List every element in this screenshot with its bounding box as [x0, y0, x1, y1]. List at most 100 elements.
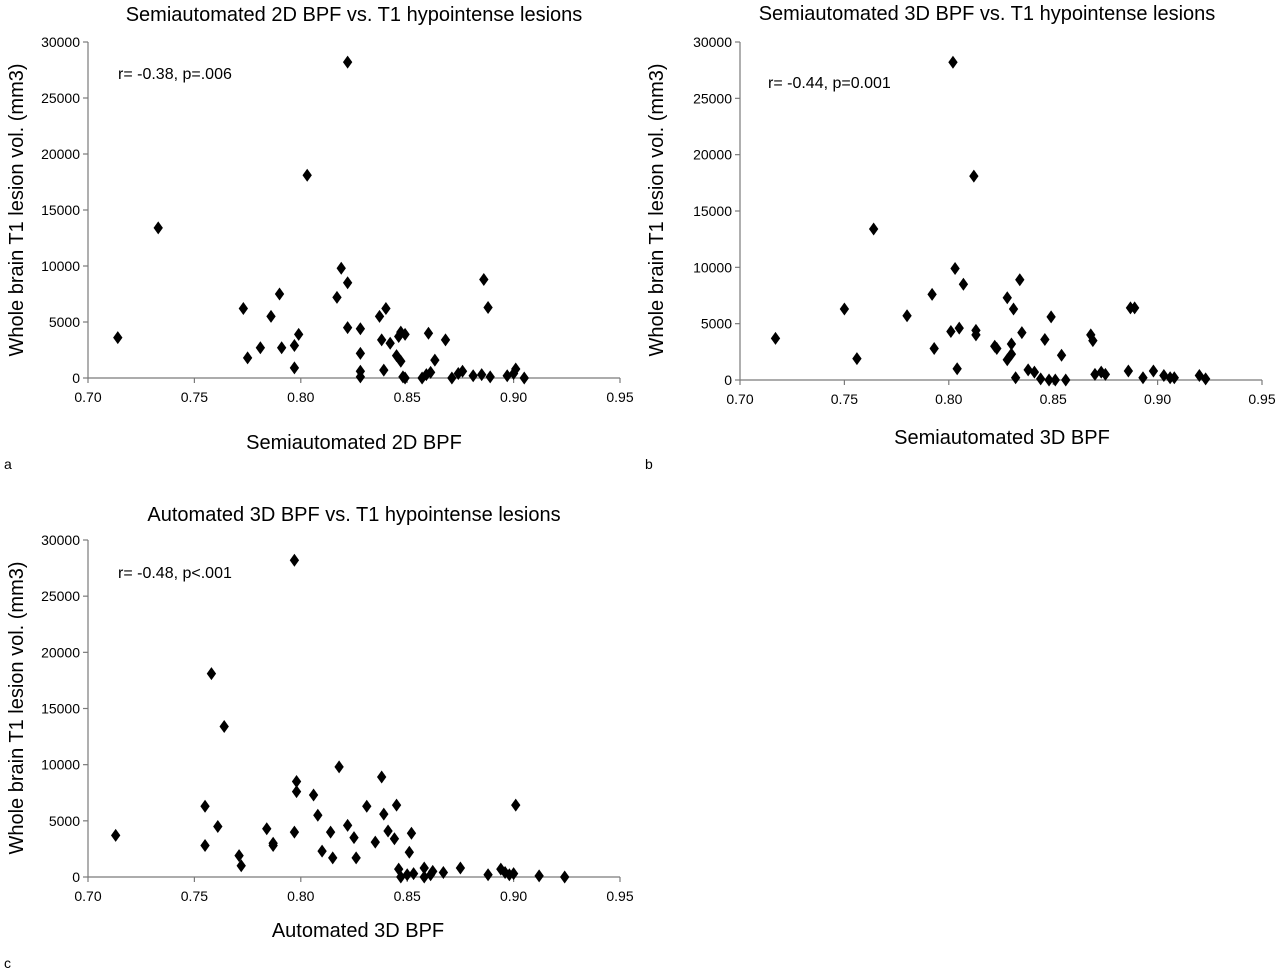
data-point [408, 867, 419, 881]
data-point [534, 869, 544, 883]
data-point [200, 799, 210, 813]
y-tick-label: 30000 [693, 34, 732, 50]
y-tick-label: 15000 [693, 203, 732, 219]
data-point [477, 368, 487, 382]
data-point [342, 55, 353, 69]
data-points-group [113, 55, 529, 385]
correlation-annotation: r= -0.48, p<.001 [118, 565, 232, 582]
data-point [355, 370, 366, 384]
data-point [328, 851, 338, 865]
data-point [255, 341, 266, 355]
x-tick-label: 0.90 [500, 389, 527, 405]
y-tick-label: 5000 [49, 314, 80, 330]
data-points-group [770, 55, 1211, 387]
correlation-annotation: r= -0.44, p=0.001 [768, 75, 891, 92]
data-point [402, 868, 412, 882]
data-point [404, 845, 415, 859]
correlation-annotation: r= -0.38, p=.006 [118, 66, 232, 83]
axes-group: 0 5000 10000 15000 20000 25000 30000 0.70 0.75 0.… [41, 532, 634, 904]
data-point [381, 302, 391, 316]
panel-letter: a [4, 456, 12, 472]
x-tick-label: 0.70 [726, 391, 753, 407]
y-tick-label: 25000 [41, 90, 80, 106]
y-tick-label: 5000 [49, 813, 80, 829]
data-point [342, 818, 353, 832]
y-axis-label: Whole brain T1 lesion vol. (mm3) [646, 63, 668, 356]
data-point [455, 861, 466, 875]
data-point [438, 866, 449, 880]
data-point [394, 862, 404, 876]
data-point [927, 287, 937, 301]
chart-title: Automated 3D BPF vs. T1 hypointense lesi… [147, 504, 560, 526]
data-point [342, 276, 353, 290]
data-point [1050, 373, 1060, 387]
data-point [349, 831, 359, 845]
x-tick-label: 0.85 [394, 389, 421, 405]
data-point [293, 327, 304, 341]
data-point [302, 168, 312, 182]
data-point [425, 365, 436, 379]
data-point [336, 261, 346, 275]
data-point [242, 351, 253, 365]
data-point [1061, 373, 1071, 387]
data-point [396, 870, 406, 884]
data-point [502, 369, 512, 383]
x-tick-label: 0.90 [1144, 391, 1171, 407]
data-point [1169, 371, 1179, 385]
y-tick-label: 10000 [41, 757, 80, 773]
data-point [1056, 348, 1067, 362]
data-point [342, 321, 353, 335]
data-point [113, 331, 123, 345]
data-point [1200, 372, 1211, 386]
data-point [153, 221, 163, 235]
data-point [1008, 302, 1019, 316]
data-point [1100, 367, 1111, 381]
data-point [200, 839, 210, 853]
data-point [419, 861, 429, 875]
data-point [511, 798, 521, 812]
y-tick-label: 0 [72, 869, 80, 885]
x-axis-label: Semiautomated 3D BPF [894, 427, 1110, 449]
x-tick-label: 0.75 [831, 391, 858, 407]
data-point [379, 363, 389, 377]
x-tick-label: 0.95 [606, 888, 633, 904]
data-point [383, 824, 393, 838]
axes-group: 0 5000 10000 15000 20000 25000 30000 0.70 0.75 0.… [41, 34, 634, 405]
data-point [479, 272, 489, 286]
data-point [440, 333, 451, 347]
data-point [1010, 371, 1021, 385]
x-tick-label: 0.95 [606, 389, 633, 405]
x-tick-label: 0.90 [500, 888, 527, 904]
x-tick-label: 0.85 [394, 888, 421, 904]
data-point [1002, 291, 1012, 305]
x-tick-label: 0.95 [1248, 391, 1275, 407]
data-point [376, 333, 387, 347]
x-tick-label: 0.80 [287, 888, 314, 904]
x-tick-label: 0.70 [74, 389, 101, 405]
y-tick-label: 15000 [41, 202, 80, 218]
data-point [313, 808, 323, 822]
data-point [969, 169, 979, 183]
data-point [236, 859, 246, 873]
data-point [289, 339, 300, 353]
data-point [868, 222, 879, 236]
data-point [1129, 301, 1140, 315]
data-point [457, 364, 468, 378]
data-point [1035, 372, 1046, 386]
data-point [1015, 273, 1025, 287]
data-point [334, 760, 344, 774]
y-tick-label: 0 [724, 372, 732, 388]
data-point [839, 302, 850, 316]
data-point [1040, 332, 1050, 346]
data-point [419, 870, 429, 884]
data-point [508, 867, 519, 881]
data-point [406, 826, 417, 840]
chart-title: Semiautomated 3D BPF vs. T1 hypointense … [759, 3, 1216, 25]
data-point [355, 346, 366, 360]
scatter-panel-a: Semiautomated 2D BPF vs. T1 hypointense … [0, 0, 640, 472]
data-point [1148, 364, 1159, 378]
data-point [929, 341, 939, 355]
data-point [325, 825, 336, 839]
data-point [447, 371, 457, 385]
data-point [268, 839, 278, 853]
